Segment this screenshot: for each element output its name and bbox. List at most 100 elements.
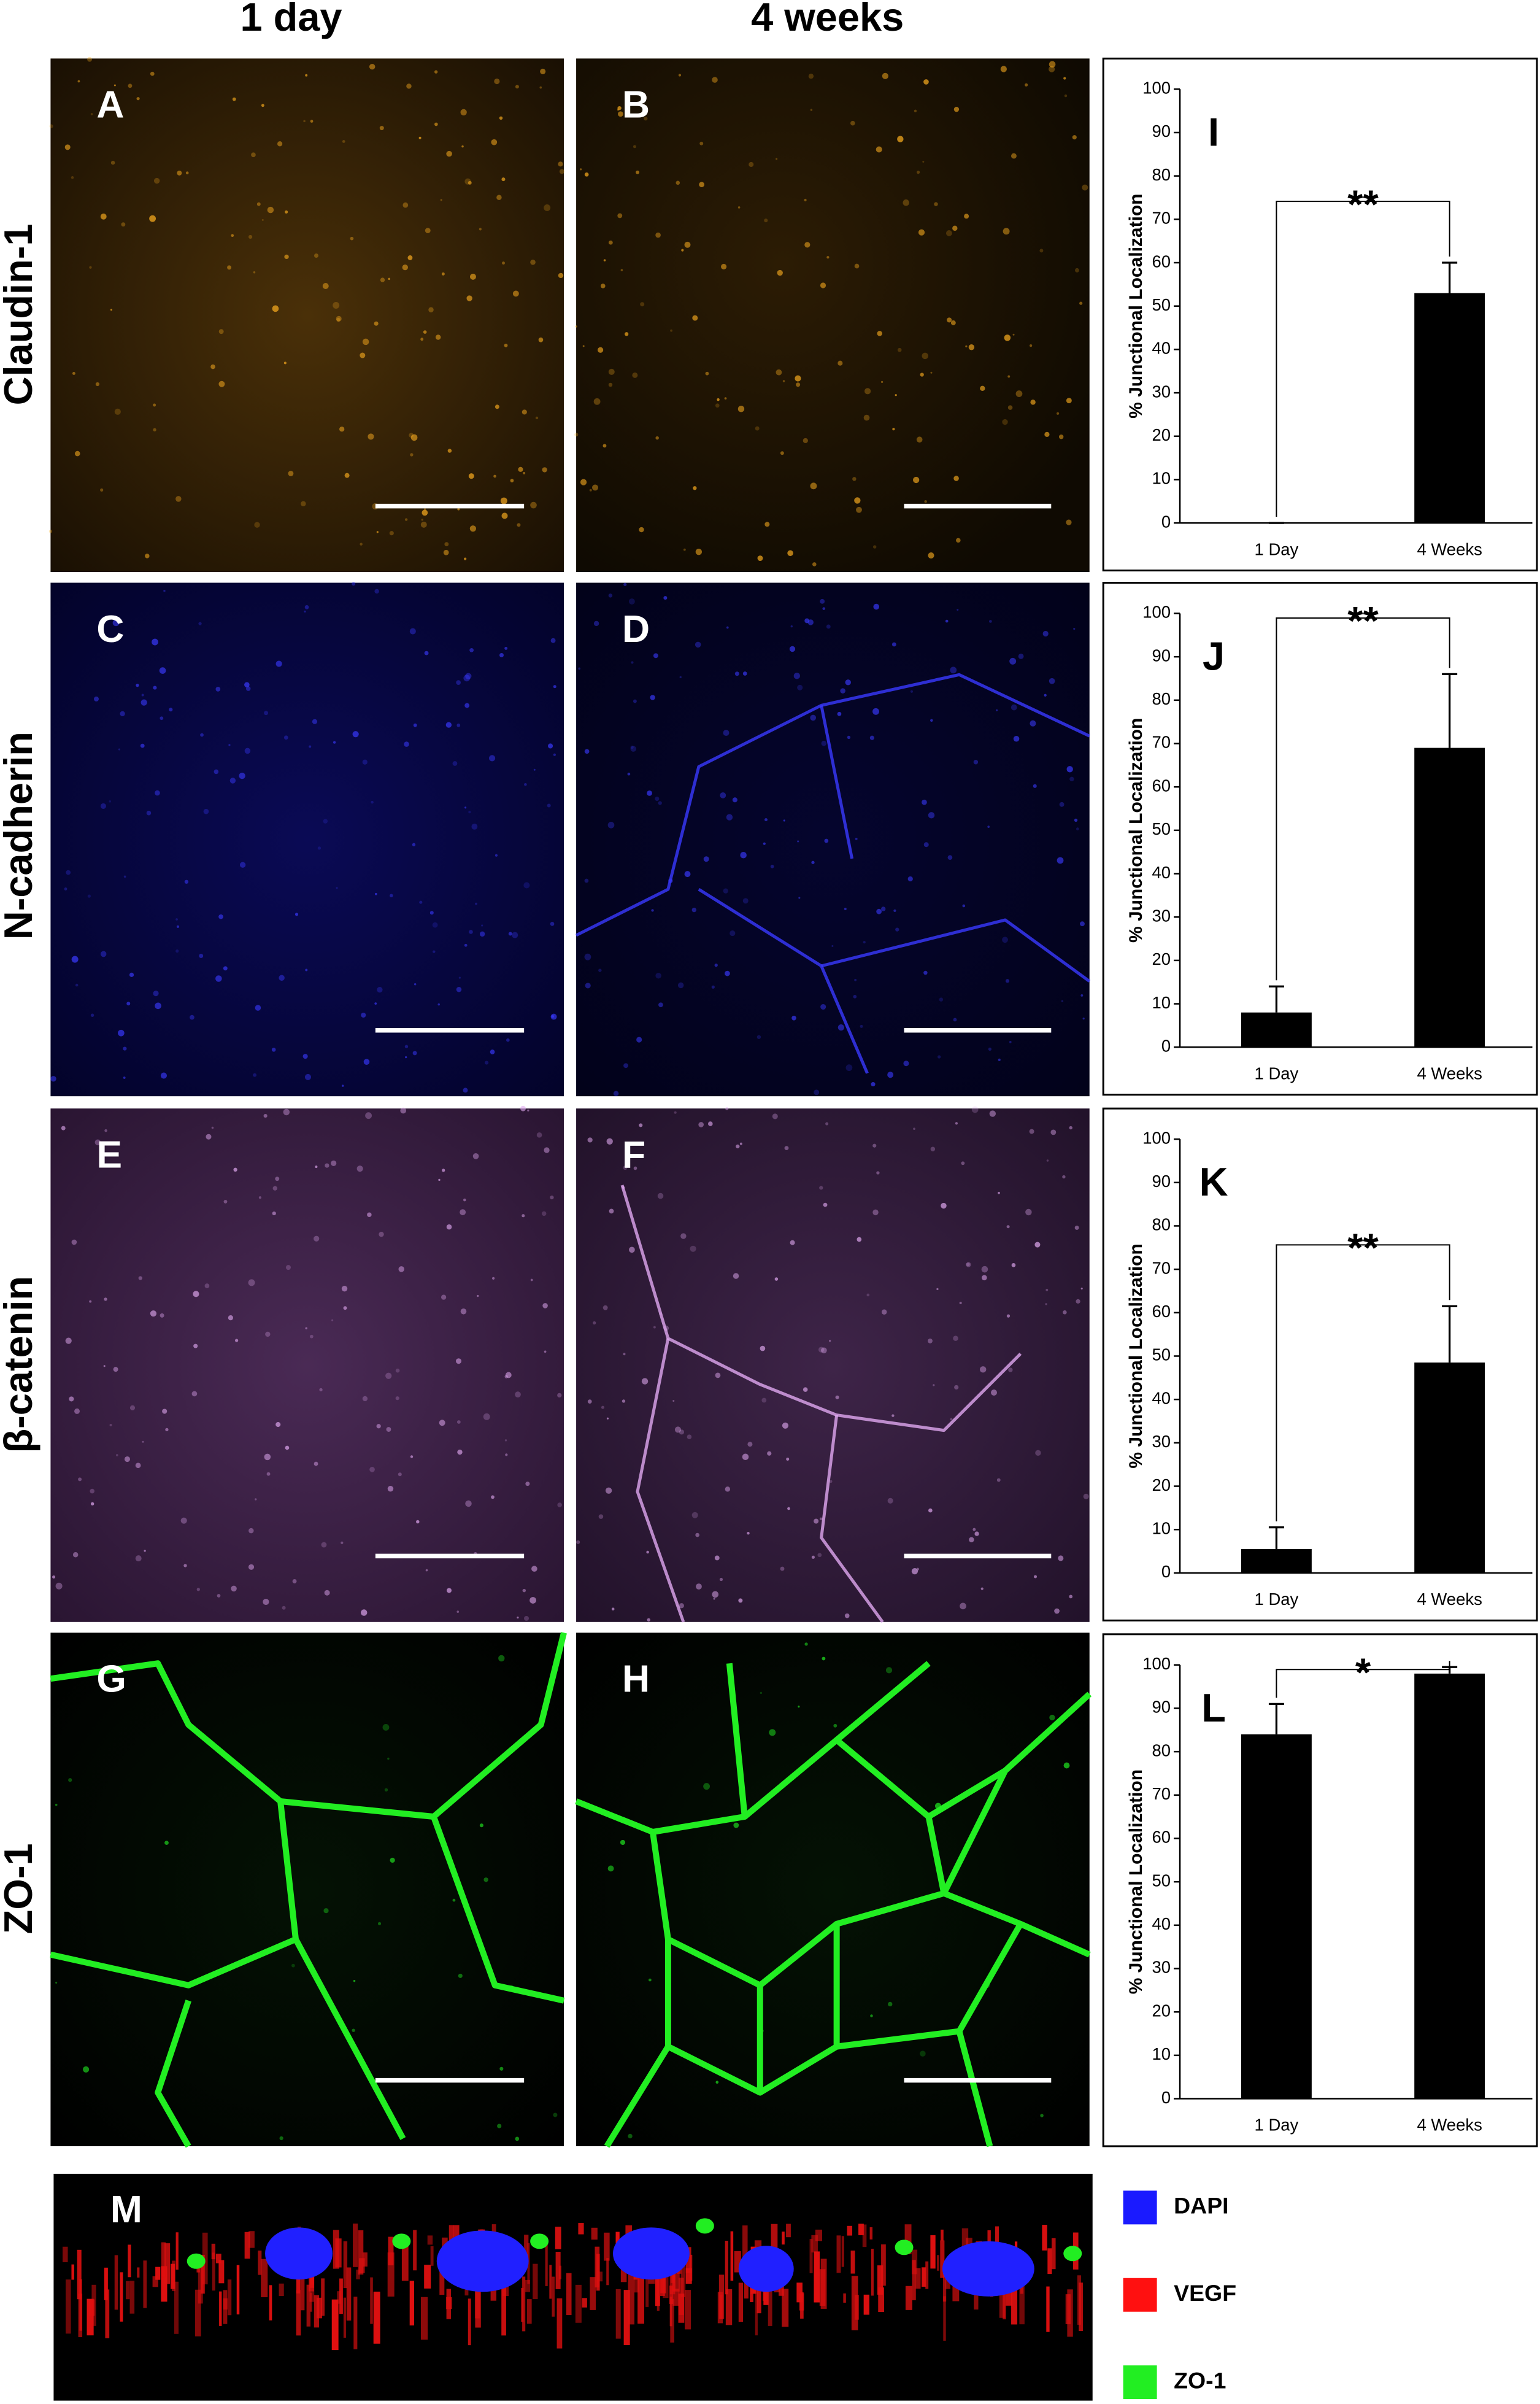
vegf-stain — [1067, 2289, 1073, 2337]
micrograph-speckle — [77, 80, 80, 83]
micrograph-speckle — [248, 1528, 254, 1534]
micrograph-speckle — [579, 168, 582, 171]
micrograph-speckle — [648, 1978, 652, 1982]
micrograph-speckle — [882, 72, 888, 79]
vegf-stain — [742, 2225, 748, 2262]
micrograph-speckle — [71, 176, 74, 179]
vegf-stain — [105, 2289, 110, 2338]
micrograph-speckle — [783, 819, 785, 822]
y-tick-label: 20 — [1152, 1475, 1171, 1494]
micrograph-speckle — [650, 695, 655, 700]
micrograph-speckle — [210, 364, 215, 369]
micrograph-speckle — [603, 1305, 608, 1310]
micrograph-speckle — [824, 838, 829, 843]
micrograph-speckle — [234, 1339, 239, 1342]
micrograph-speckle — [100, 951, 107, 957]
micrograph-speckle — [353, 1979, 356, 1982]
panel-letter: B — [622, 83, 650, 126]
micrograph-speckle — [468, 810, 471, 814]
vegf-stain — [555, 2252, 561, 2289]
micrograph-speckle — [385, 1372, 392, 1379]
micrograph-speckle — [1054, 1608, 1060, 1614]
chart-panel-letter: I — [1208, 109, 1219, 154]
micrograph-speckle — [575, 325, 577, 328]
x-tick-label: 1 Day — [1255, 1064, 1299, 1083]
micrograph-speckle — [960, 1602, 966, 1610]
micrograph-speckle — [897, 136, 904, 142]
micrograph-speckle — [641, 1378, 649, 1385]
micrograph-speckle — [715, 403, 720, 408]
micrograph-speckle — [845, 679, 851, 686]
micrograph-speckle — [907, 876, 913, 882]
cell-junction — [575, 673, 1090, 937]
micrograph-speckle — [742, 671, 747, 676]
micrograph-background — [576, 58, 1090, 573]
micrograph-speckle — [374, 589, 379, 594]
micrograph-speckle — [877, 331, 882, 336]
micrograph-speckle — [232, 97, 236, 101]
micrograph-speckle — [814, 1089, 820, 1096]
micrograph-speckle — [321, 1542, 327, 1548]
micrograph-speckle — [390, 894, 393, 898]
micrograph-speckle — [531, 1566, 537, 1572]
micrograph-speckle — [261, 218, 264, 221]
micrograph-speckle — [1044, 431, 1050, 437]
micrograph-speckle — [504, 646, 508, 650]
micrograph-speckle — [601, 1405, 604, 1409]
micrograph-speckle — [584, 172, 589, 177]
micrograph-speckle — [314, 1235, 320, 1242]
y-tick-label: 30 — [1152, 382, 1171, 401]
micrograph-speckle — [936, 1288, 939, 1291]
vegf-stain — [558, 2265, 561, 2279]
micrograph-speckle — [1073, 627, 1076, 630]
vegf-stain — [591, 2227, 598, 2240]
vegf-stain — [227, 2279, 232, 2316]
dapi-nucleus — [738, 2246, 794, 2292]
micrograph-speckle — [922, 799, 927, 805]
micrograph-speckle — [1079, 301, 1083, 305]
micrograph-speckle — [684, 241, 691, 248]
micrograph-speckle — [1044, 694, 1047, 697]
micrograph-speckle — [72, 372, 75, 375]
micrograph-speckle — [968, 344, 975, 350]
micrograph-speckle — [1066, 398, 1072, 404]
micrograph-speckle — [782, 1422, 788, 1429]
micrograph-speckle — [658, 801, 662, 805]
micrograph-background — [53, 2173, 1093, 2401]
micrograph-speckle — [333, 741, 336, 744]
vegf-stain — [373, 2291, 380, 2344]
micrograph-speckle — [674, 1111, 677, 1114]
micrograph-speckle — [730, 930, 736, 937]
micrograph-speckle — [193, 1291, 199, 1297]
x-tick-label: 4 Weeks — [1417, 1064, 1482, 1083]
vegf-stain — [582, 2298, 587, 2308]
micrograph-background — [50, 1108, 564, 1622]
micrograph-speckle — [693, 486, 697, 490]
vegf-stain — [223, 2298, 228, 2310]
vegf-stain — [353, 2297, 358, 2349]
micrograph-speckle — [793, 673, 801, 679]
micrograph-speckle — [325, 1163, 329, 1168]
micrograph-speckle — [376, 531, 379, 533]
micrograph-speckle — [962, 904, 966, 908]
micrograph-speckle — [494, 78, 500, 85]
micrograph-speckle — [508, 932, 512, 936]
micrograph-speckle — [282, 1606, 286, 1610]
vegf-stain — [556, 2298, 563, 2349]
micrograph-speckle — [272, 1211, 276, 1216]
micrograph-speckle — [530, 259, 536, 265]
micrograph-speckle — [712, 77, 718, 83]
micrograph-speckle — [322, 283, 329, 290]
y-tick-label: 50 — [1152, 819, 1171, 838]
significance-marker: * — [1355, 1650, 1371, 1695]
micrograph-speckle — [253, 1073, 257, 1077]
micrograph-speckle — [603, 259, 606, 261]
micrograph-speckle — [464, 943, 468, 947]
vegf-stain — [552, 2276, 555, 2317]
micrograph-speckle — [499, 2066, 504, 2071]
micrograph-speckle — [924, 500, 927, 503]
micrograph-speckle — [679, 1603, 684, 1609]
micrograph-speckle — [655, 232, 661, 238]
micrograph-speckle — [911, 1568, 918, 1575]
micrograph-speckle — [529, 1597, 536, 1604]
